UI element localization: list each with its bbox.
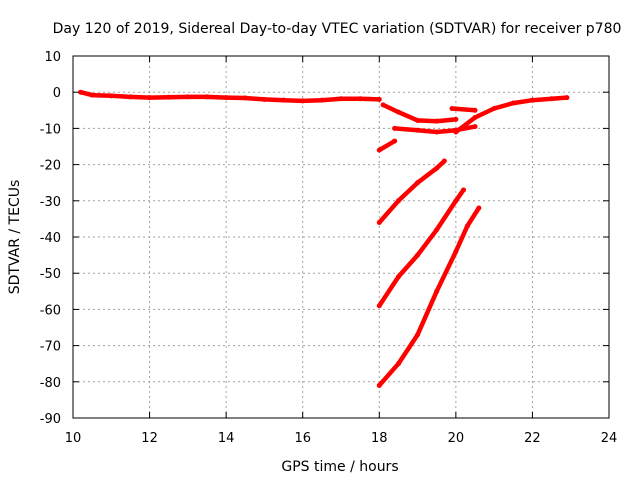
y-tick-label: 0	[53, 86, 61, 101]
data-point	[472, 124, 478, 130]
x-tick-label: 16	[294, 431, 311, 446]
data-point	[415, 252, 421, 258]
data-point	[453, 129, 459, 135]
data-point	[464, 223, 470, 229]
y-tick-label: -10	[40, 122, 61, 137]
data-point	[319, 97, 325, 103]
y-tick-label: 10	[44, 50, 61, 65]
data-point	[510, 100, 516, 106]
series-line	[380, 102, 459, 124]
y-tick-label: -80	[40, 376, 61, 391]
data-point	[453, 248, 459, 254]
series-line	[377, 158, 447, 225]
data-point	[127, 94, 133, 100]
data-point	[89, 92, 95, 98]
data-point	[281, 97, 287, 103]
data-point	[108, 93, 114, 99]
data-point	[434, 129, 440, 135]
data-point	[78, 89, 84, 95]
data-point	[434, 227, 440, 233]
data-point	[300, 98, 306, 104]
data-point	[376, 96, 382, 102]
data-point	[529, 97, 535, 103]
data-point	[242, 95, 248, 101]
data-point	[441, 158, 447, 164]
y-tick-label: -70	[40, 340, 61, 355]
series-line	[377, 205, 482, 388]
data-point	[392, 138, 398, 144]
data-point	[392, 125, 398, 131]
data-point	[453, 198, 459, 204]
data-point	[415, 127, 421, 133]
data-point	[395, 361, 401, 367]
series-layer	[78, 89, 570, 388]
data-point	[549, 96, 555, 102]
x-tick-label: 24	[601, 431, 618, 446]
data-point	[461, 187, 467, 193]
x-tick-label: 20	[448, 431, 465, 446]
y-axis-label: SDTVAR / TECUs	[7, 180, 23, 295]
data-point	[415, 180, 421, 186]
series-line	[377, 138, 397, 153]
x-tick-label: 10	[65, 431, 82, 446]
data-point	[395, 198, 401, 204]
x-tick-label: 22	[524, 431, 541, 446]
data-point	[395, 109, 401, 115]
series-line	[78, 89, 382, 104]
data-point	[434, 288, 440, 294]
y-tick-label: -30	[40, 195, 61, 210]
y-tick-label: -50	[40, 267, 61, 282]
x-tick-label: 14	[218, 431, 235, 446]
data-point	[434, 165, 440, 171]
data-point	[204, 94, 210, 100]
x-axis-label: GPS time / hours	[281, 459, 398, 475]
data-point	[357, 96, 363, 102]
data-point	[185, 94, 191, 100]
data-point	[380, 102, 386, 108]
data-point	[376, 382, 382, 388]
data-point	[453, 116, 459, 122]
y-tick-label: -90	[40, 412, 61, 427]
data-point	[261, 96, 267, 102]
grid	[73, 56, 609, 418]
x-tick-label: 12	[141, 431, 158, 446]
y-tick-label: -60	[40, 303, 61, 318]
data-point	[223, 95, 229, 101]
data-point	[376, 303, 382, 309]
y-tick-label: -40	[40, 231, 61, 246]
chart-title: Day 120 of 2019, Sidereal Day-to-day VTE…	[53, 21, 622, 37]
data-point	[472, 107, 478, 113]
data-point	[166, 94, 172, 100]
data-point	[476, 205, 482, 211]
ticks: 10 12 14 16 18 20 22 24 10 0 -10 -20 -30 -40 -50 -60 -70…	[40, 50, 618, 446]
y-tick-label: -20	[40, 159, 61, 174]
data-point	[491, 105, 497, 111]
data-point	[147, 95, 153, 101]
data-point	[564, 95, 570, 101]
data-point	[449, 105, 455, 111]
data-point	[472, 115, 478, 121]
data-point	[376, 220, 382, 226]
data-point	[415, 117, 421, 123]
series-line	[449, 106, 478, 113]
data-point	[434, 118, 440, 124]
data-point	[415, 332, 421, 338]
data-point	[376, 147, 382, 153]
data-point	[395, 274, 401, 280]
x-tick-label: 18	[371, 431, 388, 446]
data-point	[338, 96, 344, 102]
